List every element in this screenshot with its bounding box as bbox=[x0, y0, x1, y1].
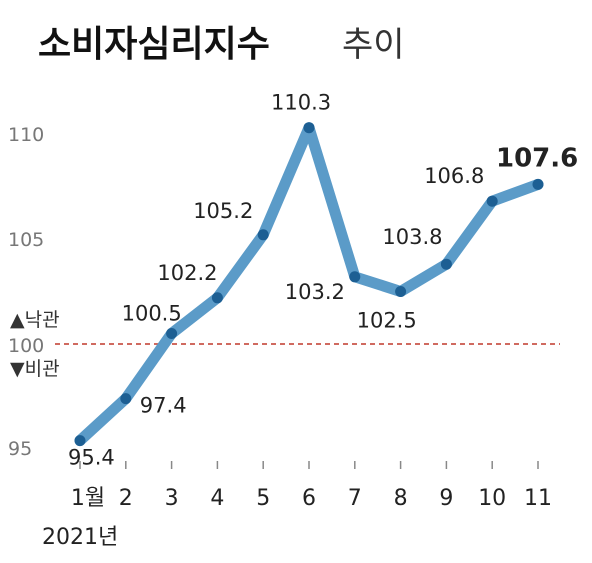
data-point bbox=[303, 122, 315, 134]
data-label: 102.2 bbox=[157, 261, 217, 285]
x-tick-label: 2 bbox=[119, 486, 133, 511]
y-tick-label: 100 bbox=[8, 335, 44, 357]
chart-title: 소비자심리지수 bbox=[38, 24, 270, 65]
data-point bbox=[74, 435, 86, 447]
data-label: 103.2 bbox=[285, 280, 345, 304]
y-axis-ticks: 95 100 105 110 bbox=[8, 124, 44, 460]
x-axis-tick-marks bbox=[79, 461, 539, 469]
data-labels: 95.4 97.4 100.5 102.2 105.2 110.3 103.2 102.5 10… bbox=[68, 91, 578, 470]
data-markers bbox=[74, 122, 544, 447]
chart-subtitle: 추이 bbox=[342, 25, 405, 65]
pessimism-label: ▼비관 bbox=[10, 358, 60, 380]
y-tick-label: 95 bbox=[8, 438, 32, 460]
data-label: 95.4 bbox=[68, 446, 115, 470]
x-tick-label: 3 bbox=[165, 486, 179, 511]
data-point bbox=[440, 258, 452, 270]
data-label: 97.4 bbox=[140, 394, 187, 418]
data-label: 103.8 bbox=[382, 225, 442, 249]
optimism-label: ▲낙관 bbox=[10, 309, 60, 331]
y-tick-label: 110 bbox=[8, 124, 44, 146]
x-tick-label: 1월 bbox=[71, 486, 105, 511]
data-point bbox=[532, 178, 544, 190]
data-point bbox=[166, 328, 178, 339]
y-tick-label: 105 bbox=[8, 229, 44, 251]
x-tick-label: 11 bbox=[524, 486, 552, 511]
x-tick-label: 5 bbox=[256, 486, 270, 511]
x-tick-label: 10 bbox=[478, 486, 506, 511]
year-label: 2021년 bbox=[42, 525, 118, 550]
data-point bbox=[349, 271, 361, 283]
data-label: 107.6 bbox=[496, 143, 578, 173]
x-tick-label: 8 bbox=[394, 486, 408, 511]
data-label: 110.3 bbox=[271, 91, 331, 115]
x-axis-labels: 1월 2 3 4 5 6 7 8 9 10 11 bbox=[71, 486, 552, 511]
x-tick-label: 7 bbox=[348, 486, 362, 511]
x-tick-label: 9 bbox=[439, 486, 453, 511]
x-tick-label: 4 bbox=[210, 486, 224, 511]
data-point bbox=[257, 229, 269, 241]
data-point bbox=[120, 393, 132, 405]
data-point bbox=[395, 286, 407, 297]
data-label: 102.5 bbox=[357, 309, 417, 333]
data-label: 100.5 bbox=[122, 302, 182, 326]
data-point bbox=[486, 195, 498, 207]
data-label: 105.2 bbox=[193, 199, 253, 223]
x-tick-label: 6 bbox=[302, 486, 316, 511]
data-label: 106.8 bbox=[424, 164, 484, 188]
data-point bbox=[211, 292, 223, 304]
